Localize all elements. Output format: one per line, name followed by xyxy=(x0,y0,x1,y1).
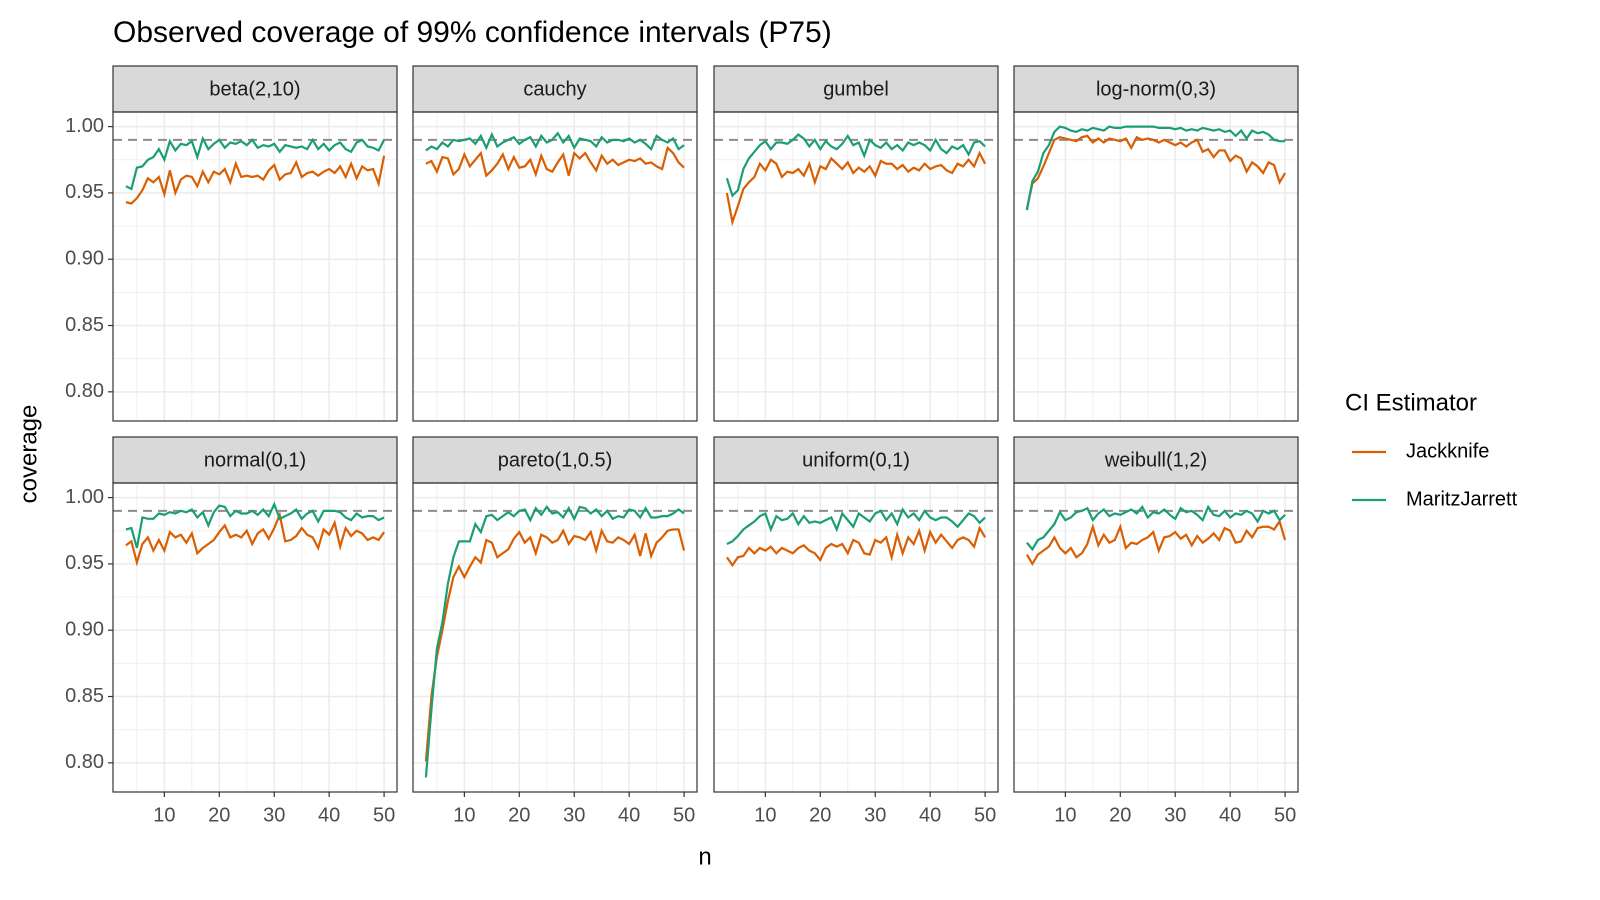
x-tick-label: 30 xyxy=(1164,804,1186,826)
x-tick-label: 10 xyxy=(453,804,475,826)
panel-background xyxy=(113,112,397,421)
y-axis-title: coverage xyxy=(15,405,42,504)
legend-title: CI Estimator xyxy=(1345,389,1477,416)
y-tick-label: 1.00 xyxy=(65,115,104,137)
facet-panel: normal(0,1) 0.80 0.85 0.90 0.95 1.00 10 20 30 40 5… xyxy=(65,436,398,826)
series-line xyxy=(1026,504,1286,552)
strip-label: uniform(0,1) xyxy=(802,449,910,471)
panel-background xyxy=(1014,112,1298,421)
panel-background xyxy=(113,483,397,792)
legend-label: Jackknife xyxy=(1406,440,1489,462)
y-tick-label: 0.95 xyxy=(65,552,104,574)
panel-border xyxy=(1013,111,1299,422)
strip-background xyxy=(713,65,999,113)
x-tick-label: 30 xyxy=(563,804,585,826)
y-tick-label: 0.80 xyxy=(65,380,104,402)
series-line xyxy=(725,150,987,227)
strip-label: gumbel xyxy=(823,78,889,100)
x-tick-label: 40 xyxy=(618,804,640,826)
x-tick-label: 50 xyxy=(673,804,695,826)
panel-border xyxy=(112,111,398,422)
x-tick-label: 20 xyxy=(208,804,230,826)
y-tick-label: 0.85 xyxy=(65,685,104,707)
strip-label: cauchy xyxy=(523,78,586,100)
strip-label: weibull(1,2) xyxy=(1104,449,1207,471)
series-line xyxy=(424,505,685,778)
strip-label: pareto(1,0.5) xyxy=(498,449,613,471)
facet-panel: cauchy xyxy=(412,65,698,422)
series-line xyxy=(1025,134,1287,210)
strip-background xyxy=(112,65,398,113)
x-tick-label: 50 xyxy=(373,804,395,826)
series-line xyxy=(1025,518,1287,567)
x-tick-label: 50 xyxy=(974,804,996,826)
panel-border xyxy=(713,111,999,422)
series-line xyxy=(125,155,386,205)
x-tick-label: 40 xyxy=(919,804,941,826)
x-tick-label: 30 xyxy=(263,804,285,826)
panel-background xyxy=(714,483,998,792)
strip-label: beta(2,10) xyxy=(209,78,300,100)
series-line xyxy=(425,145,685,178)
y-tick-label: 0.95 xyxy=(65,181,104,203)
series-line xyxy=(125,501,385,549)
y-tick-label: 0.90 xyxy=(65,247,104,269)
y-tick-label: 0.85 xyxy=(65,314,104,336)
x-tick-label: 20 xyxy=(508,804,530,826)
x-tick-label: 50 xyxy=(1274,804,1296,826)
facet-panel: weibull(1,2) 10 20 30 40 50 xyxy=(1013,436,1299,826)
x-tick-label: 10 xyxy=(754,804,776,826)
strip-label: log-norm(0,3) xyxy=(1096,78,1216,100)
panel-background xyxy=(413,112,697,421)
panel-background xyxy=(413,483,697,792)
panel-border xyxy=(1013,482,1299,793)
facet-panel: gumbel xyxy=(713,65,999,422)
panel-background xyxy=(1014,483,1298,792)
series-line xyxy=(725,133,986,198)
x-tick-label: 20 xyxy=(1109,804,1131,826)
y-tick-label: 0.90 xyxy=(65,618,104,640)
facet-panel: uniform(0,1) 10 20 30 40 50 xyxy=(713,436,999,826)
series-line xyxy=(125,135,386,191)
panel-background xyxy=(714,112,998,421)
chart-title: Observed coverage of 99% confidence inte… xyxy=(113,16,832,49)
facet-panel: log-norm(0,3) xyxy=(1013,65,1299,422)
x-tick-label: 10 xyxy=(1054,804,1076,826)
series-line xyxy=(1025,125,1286,211)
series-line xyxy=(424,527,686,762)
y-tick-label: 1.00 xyxy=(65,486,104,508)
strip-background xyxy=(112,436,398,484)
x-tick-label: 30 xyxy=(864,804,886,826)
x-tick-label: 40 xyxy=(318,804,340,826)
x-tick-label: 10 xyxy=(153,804,175,826)
strip-background xyxy=(1013,65,1299,113)
panel-border xyxy=(713,482,999,793)
series-line xyxy=(726,507,986,545)
panel-border xyxy=(412,111,698,422)
series-line xyxy=(425,131,685,152)
series-line xyxy=(125,511,385,567)
facet-panel: beta(2,10) 0.80 0.85 0.90 0.95 1.00 xyxy=(65,65,398,422)
panel-border xyxy=(412,482,698,793)
x-tick-label: 20 xyxy=(809,804,831,826)
strip-label: normal(0,1) xyxy=(204,449,306,471)
panel-border xyxy=(112,482,398,793)
x-tick-label: 40 xyxy=(1219,804,1241,826)
series-line xyxy=(726,525,987,568)
strip-background xyxy=(713,436,999,484)
x-axis-title: n xyxy=(698,843,711,870)
strip-background xyxy=(412,436,698,484)
facet-panel: pareto(1,0.5) 10 20 30 40 50 xyxy=(412,436,698,826)
legend-label: MaritzJarrett xyxy=(1406,488,1518,510)
y-tick-label: 0.80 xyxy=(65,751,104,773)
